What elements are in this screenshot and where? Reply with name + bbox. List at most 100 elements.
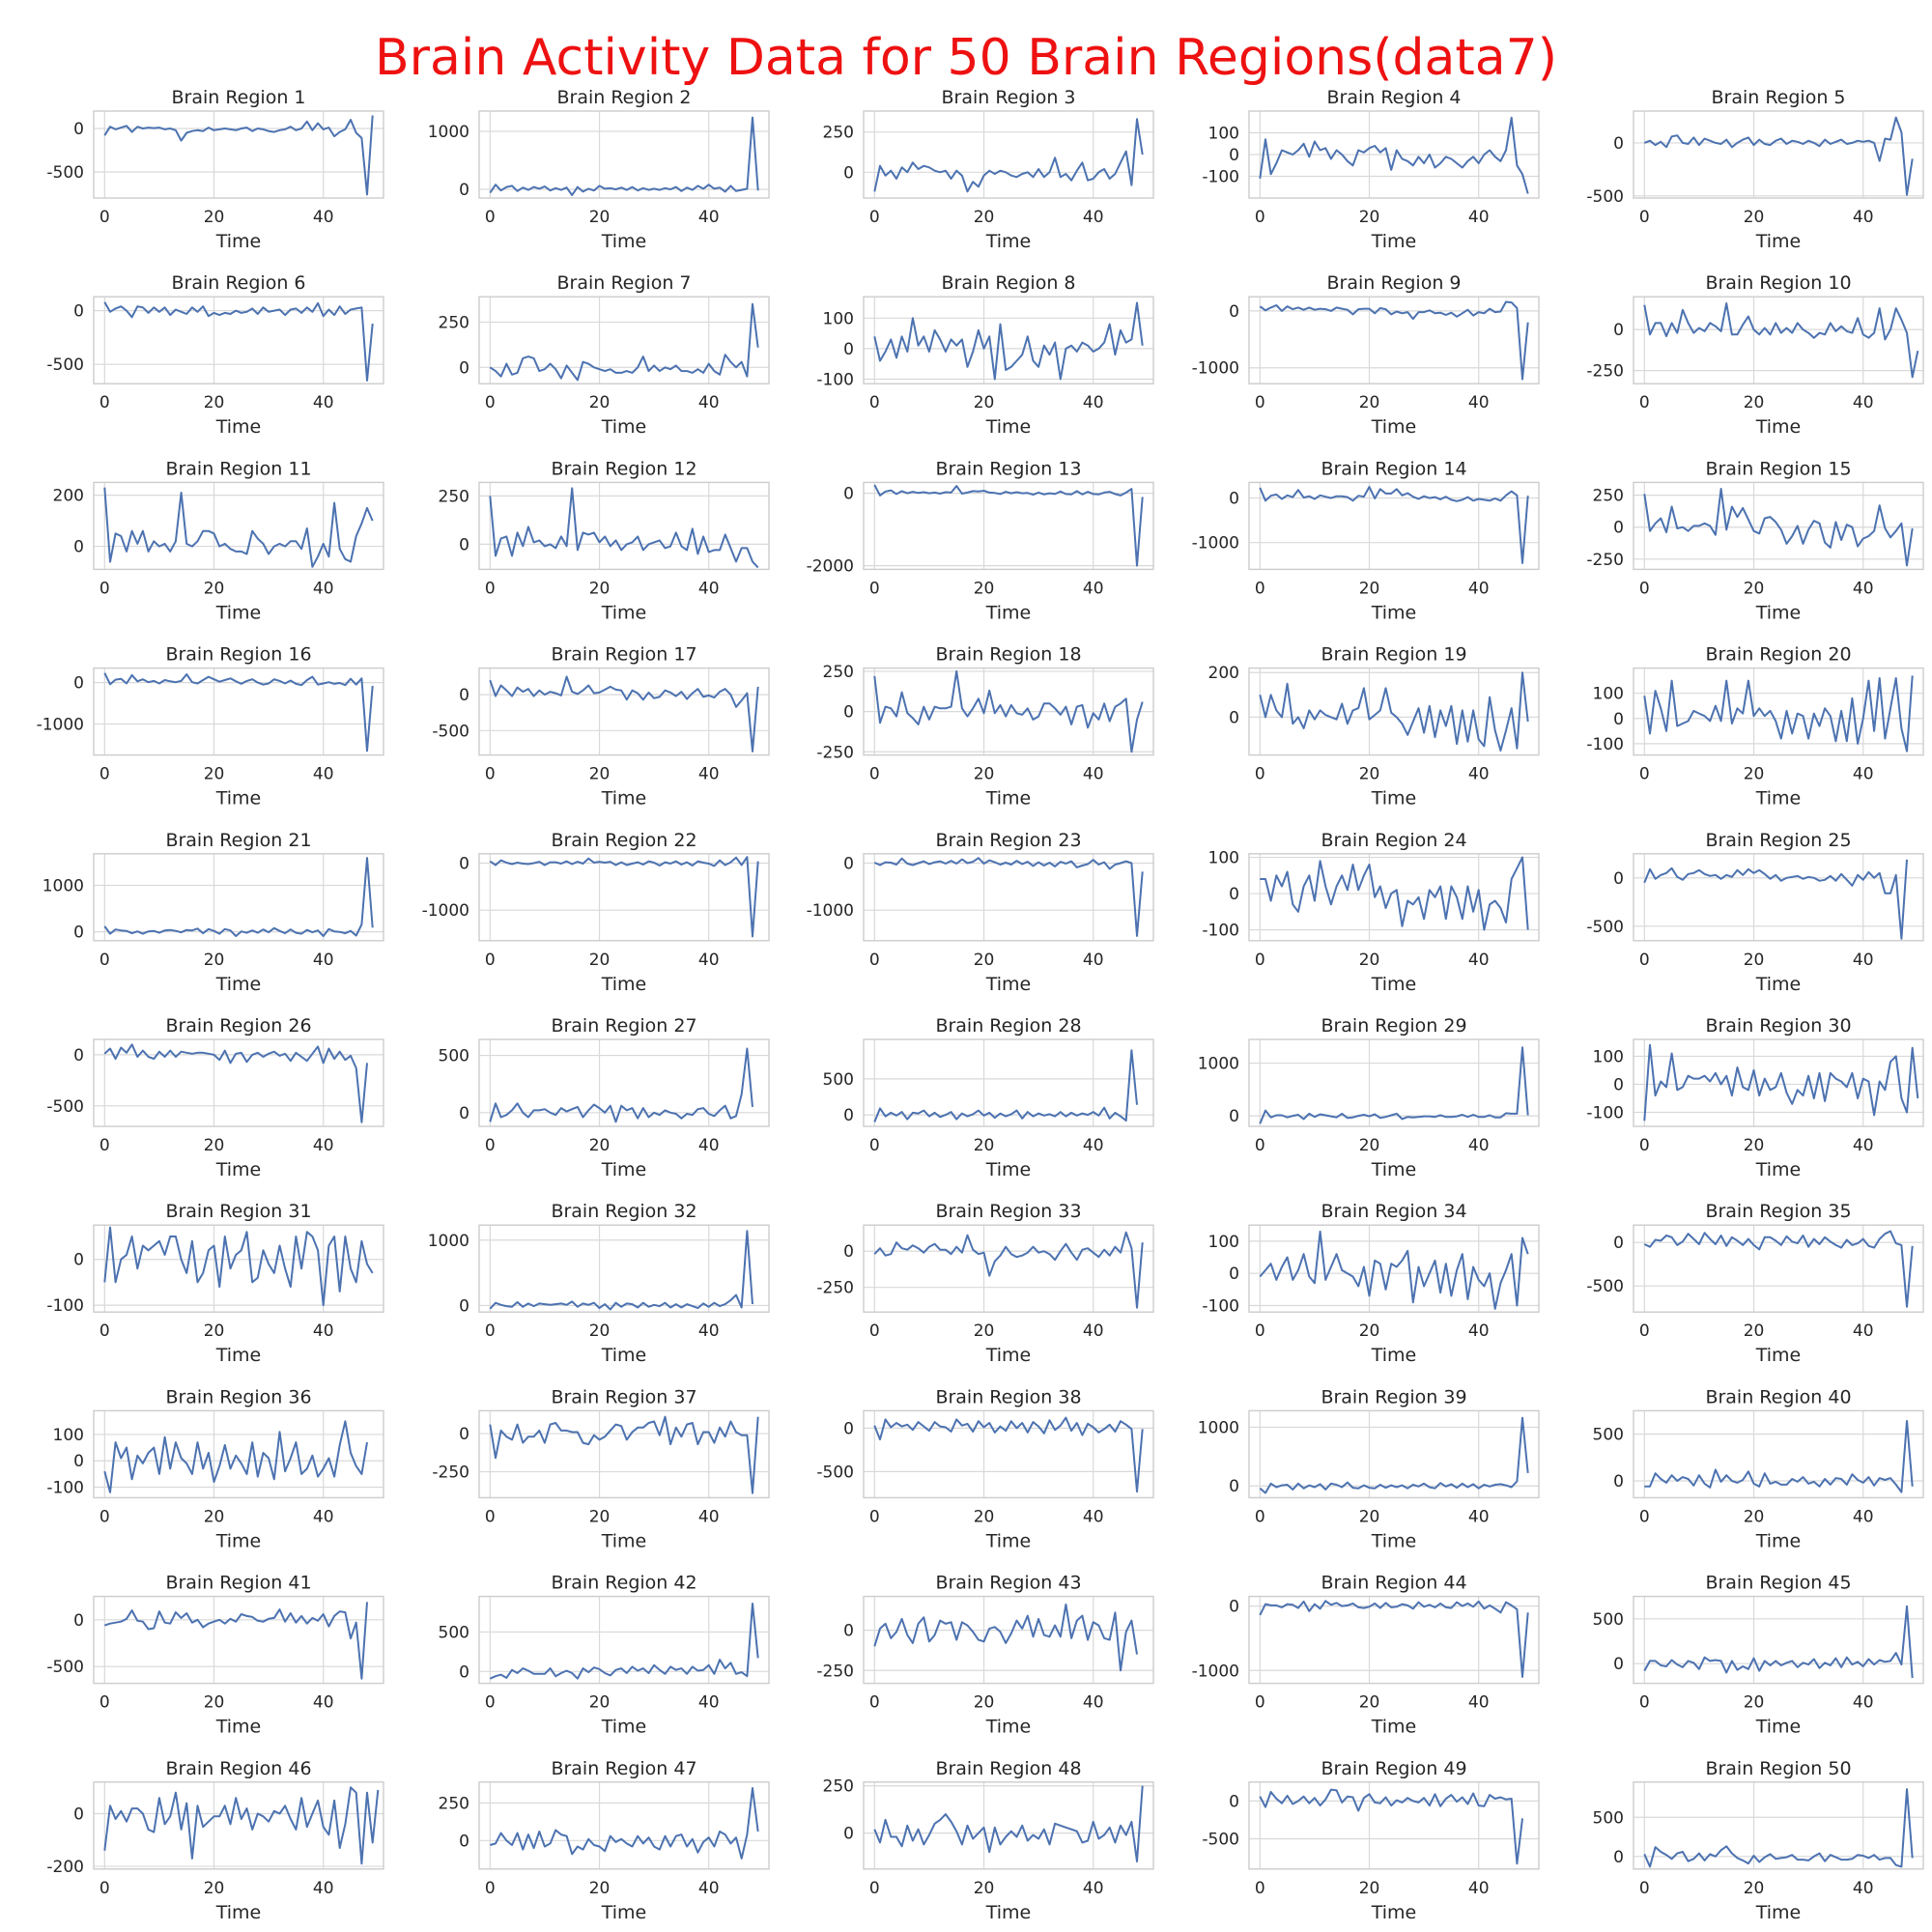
subplot-title: Brain Region 19 [1321,644,1466,666]
plot-frame [863,853,1154,942]
y-tick-label: 100 [1593,1047,1624,1066]
x-tick-label: 20 [1744,1321,1765,1341]
subplot-28: Brain Region 28 0 20 40 0 500 Time [823,1015,1154,1180]
x-tick-label: 40 [1083,208,1104,227]
x-tick-label: 40 [1468,1136,1490,1155]
plot-frame [93,481,384,571]
x-axis-label: Time [601,1159,647,1180]
x-axis-label: Time [1371,1530,1417,1551]
series-line [103,487,374,568]
x-axis-label: Time [601,416,647,438]
y-tick-label: 0 [73,1251,84,1270]
x-tick-label: 20 [204,765,225,784]
y-tick-label: 1000 [1198,1055,1239,1074]
x-tick-label: 40 [313,1136,334,1155]
series-line [1259,1230,1529,1310]
x-tick-label: 0 [1255,1879,1265,1898]
x-tick-label: 0 [485,393,496,412]
x-tick-label: 40 [313,765,334,784]
y-tick-label: 1000 [1198,1418,1239,1437]
x-axis-label: Time [1755,231,1802,252]
plot-frame [863,110,1154,199]
y-tick-label: 1000 [428,123,469,142]
x-tick-label: 40 [313,1693,334,1713]
subplot-26: Brain Region 26 0 20 40 -500 0 Time [46,1015,384,1180]
y-tick-label: 0 [1613,1848,1624,1867]
x-tick-label: 40 [313,1879,334,1898]
x-axis-label: Time [215,974,262,995]
subplot-title: Brain Region 44 [1321,1573,1466,1594]
subplot-20: Brain Region 20 0 20 40 -100 0 100 Time [1586,644,1924,810]
x-tick-label: 0 [485,1321,496,1341]
y-tick-label: 0 [459,535,469,554]
x-tick-label: 40 [1853,1136,1874,1155]
subplot-title: Brain Region 11 [165,458,311,479]
y-tick-label: 0 [843,1106,854,1125]
x-tick-label: 40 [698,1693,720,1713]
x-tick-label: 0 [485,579,496,598]
x-tick-label: 0 [1639,208,1650,227]
y-tick-label: -1000 [1192,1662,1239,1681]
y-tick-label: -100 [1202,168,1239,187]
y-tick-label: 0 [459,1662,469,1682]
x-axis-label: Time [601,602,647,623]
y-tick-label: -500 [1202,1830,1239,1849]
x-tick-label: 0 [99,1693,110,1713]
x-tick-label: 40 [1468,1507,1490,1526]
series-line [1643,675,1914,753]
series-line [1643,1043,1919,1122]
subplot-title: Brain Region 31 [165,1201,311,1222]
x-tick-label: 0 [99,1321,110,1341]
x-tick-label: 20 [204,1507,225,1526]
x-tick-label: 20 [1744,951,1765,970]
series-line [103,1226,374,1307]
plot-frame [863,1781,1154,1870]
x-axis-label: Time [1371,602,1417,623]
subplot-title: Brain Region 25 [1705,830,1851,851]
plot-frame [1248,1038,1540,1127]
x-tick-label: 0 [1639,579,1650,598]
x-axis-label: Time [601,1717,647,1738]
x-tick-label: 0 [869,1693,880,1713]
x-tick-label: 0 [99,1136,110,1155]
x-tick-label: 40 [1083,765,1104,784]
series-line [1259,1788,1523,1865]
x-tick-label: 20 [1359,1507,1380,1526]
x-tick-label: 20 [589,1879,611,1898]
x-axis-label: Time [601,231,647,252]
y-tick-label: -250 [432,1463,469,1483]
x-tick-label: 40 [313,1507,334,1526]
x-tick-label: 40 [1853,208,1874,227]
y-tick-label: -500 [1586,187,1624,207]
y-tick-label: -1000 [422,901,469,921]
y-tick-label: 500 [1593,1610,1624,1630]
y-tick-label: -1000 [807,901,854,921]
y-tick-label: -100 [46,1296,84,1316]
subplot-title: Brain Region 3 [941,87,1075,108]
x-axis-label: Time [1755,1159,1802,1180]
x-tick-label: 40 [1468,1693,1490,1713]
plot-frame [478,296,770,384]
y-tick-label: 250 [823,663,854,682]
x-tick-label: 40 [1853,1321,1874,1341]
x-tick-label: 40 [313,208,334,227]
y-tick-label: -100 [46,1478,84,1497]
x-axis-label: Time [1371,1345,1417,1366]
subplot-42: Brain Region 42 0 20 40 0 500 Time [439,1573,770,1738]
series-line [1260,856,1529,931]
x-axis-label: Time [985,1717,1032,1738]
series-line [489,675,759,753]
x-tick-label: 40 [698,951,720,970]
series-line [1643,1230,1914,1308]
y-tick-label: 0 [1613,1075,1624,1094]
subplot-title: Brain Region 35 [1705,1201,1851,1222]
subplot-1: Brain Region 1 0 20 40 -500 0 Time [46,87,384,252]
series-line [1259,1600,1529,1678]
y-tick-label: 0 [73,674,84,694]
subplot-44: Brain Region 44 0 20 40 -1000 0 Time [1192,1573,1540,1738]
subplot-title: Brain Region 10 [1705,272,1851,294]
y-tick-label: 0 [73,302,84,322]
subplot-41: Brain Region 41 0 20 40 -500 0 Time [46,1573,384,1738]
x-tick-label: 40 [1083,1693,1104,1713]
x-tick-label: 20 [1744,1136,1765,1155]
